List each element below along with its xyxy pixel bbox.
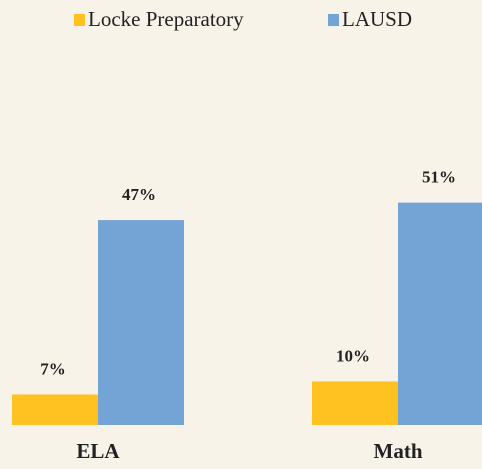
legend-swatch [328, 14, 339, 26]
bar [98, 220, 184, 425]
bar [398, 202, 482, 425]
legend-swatch [74, 14, 85, 26]
x-tick-label: Math [374, 439, 423, 463]
value-label: 7% [40, 359, 66, 378]
value-label: 10% [336, 346, 370, 365]
x-tick-label: ELA [76, 439, 120, 463]
value-label: 47% [122, 185, 156, 204]
bar [312, 381, 398, 425]
legend-label: LAUSD [342, 7, 412, 31]
bar [12, 394, 98, 425]
value-label: 51% [422, 168, 456, 187]
legend-label: Locke Preparatory [88, 7, 244, 31]
